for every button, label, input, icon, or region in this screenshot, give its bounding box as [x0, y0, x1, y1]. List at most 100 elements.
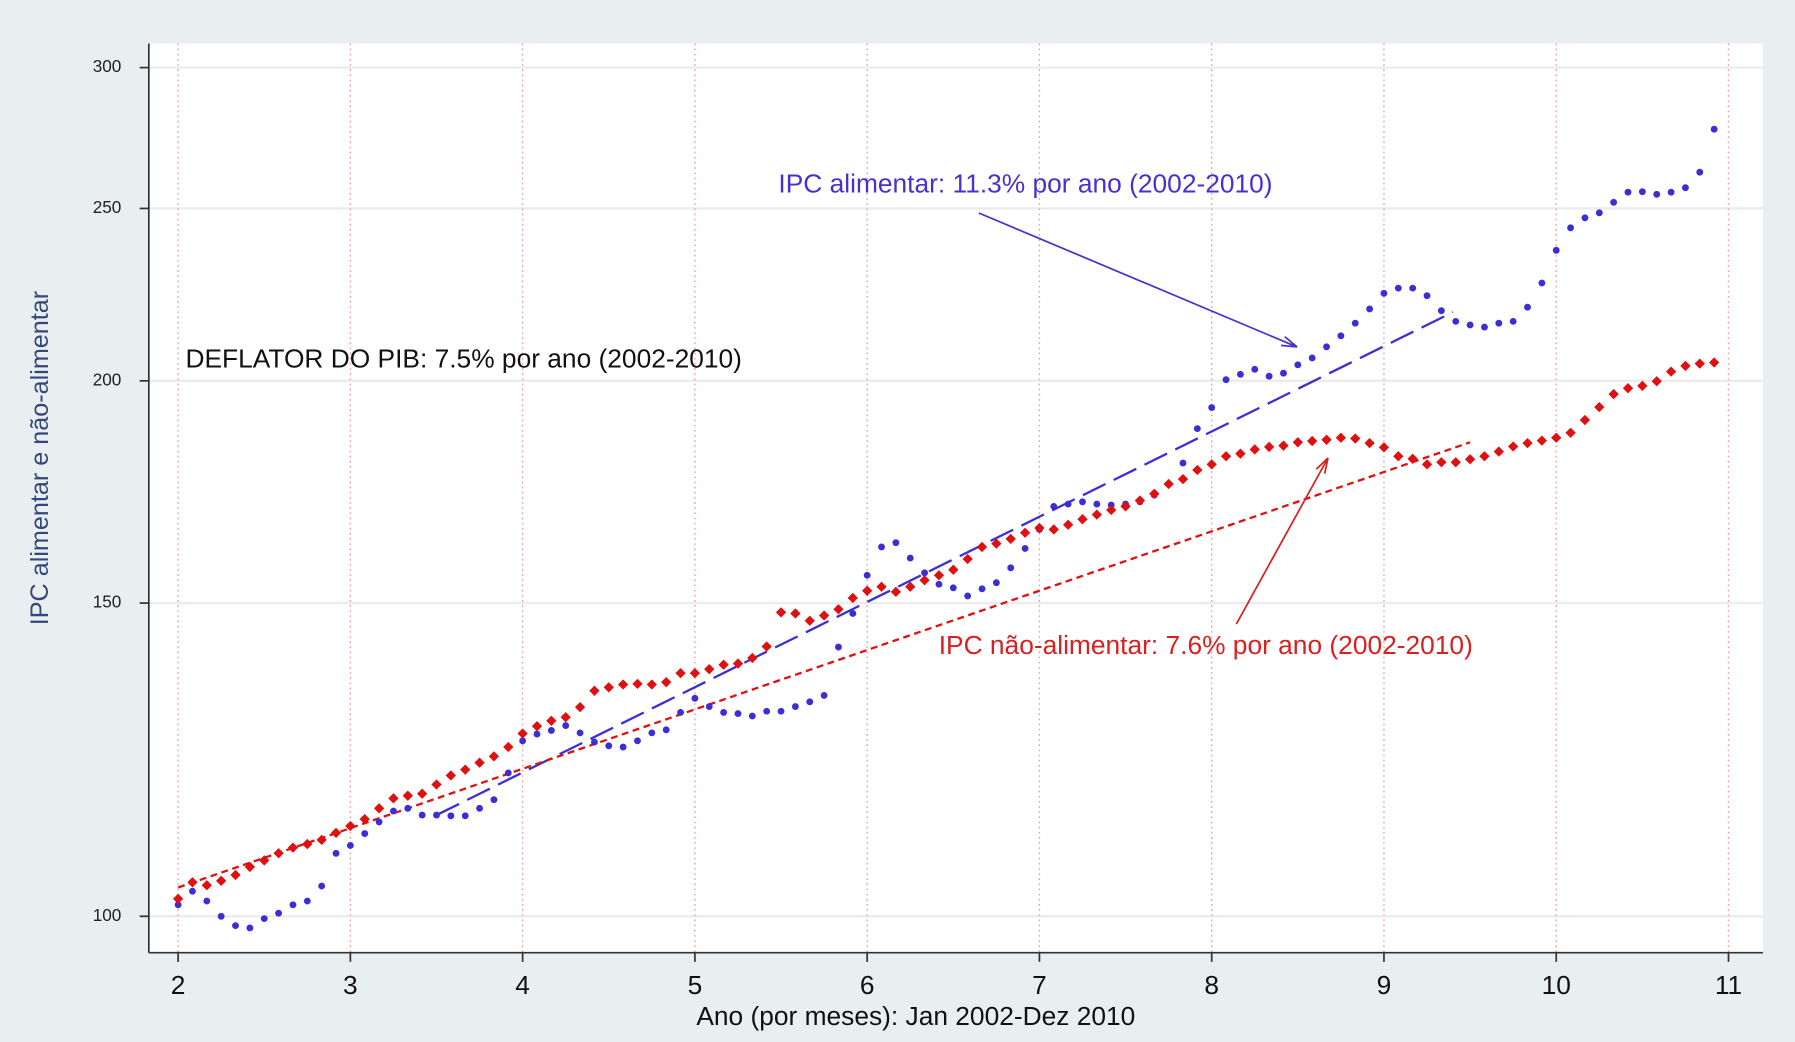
point [1350, 433, 1361, 444]
point [1206, 459, 1217, 470]
point [878, 543, 885, 551]
point [1710, 125, 1718, 133]
point [648, 729, 656, 737]
point [189, 887, 196, 895]
point [1694, 358, 1705, 369]
point [1192, 464, 1203, 476]
point [303, 897, 311, 905]
point [919, 575, 930, 586]
point [747, 652, 758, 664]
point [734, 710, 742, 718]
point [174, 901, 182, 909]
point [1437, 307, 1445, 315]
point [1064, 500, 1072, 508]
point [1680, 360, 1691, 372]
arrow-head [1280, 335, 1298, 348]
point [619, 743, 627, 751]
point [533, 730, 541, 738]
point [390, 807, 397, 815]
trend-line [435, 311, 1454, 817]
point [445, 770, 457, 781]
point [345, 820, 356, 832]
point [1280, 369, 1287, 377]
point [1193, 425, 1201, 433]
point [661, 677, 672, 688]
point [1208, 404, 1216, 411]
point [1608, 388, 1619, 400]
point [476, 804, 484, 812]
y-tick-label: 150 [93, 592, 122, 612]
point [289, 901, 297, 909]
point [461, 812, 469, 820]
point [632, 678, 643, 690]
point [1265, 372, 1273, 380]
point [1021, 544, 1029, 552]
point [1351, 319, 1359, 327]
x-tick-label: 11 [1715, 970, 1742, 1000]
point [976, 541, 988, 553]
point [847, 592, 858, 604]
point [818, 610, 830, 621]
point [418, 811, 426, 819]
point [1651, 376, 1662, 387]
point [718, 659, 729, 670]
point [1120, 501, 1131, 512]
point [546, 715, 557, 726]
x-tick-label: 9 [1377, 970, 1392, 1000]
point [346, 842, 354, 849]
point [1393, 451, 1404, 462]
point [978, 585, 986, 593]
point [1538, 279, 1546, 287]
point [1323, 343, 1330, 351]
point [373, 803, 385, 814]
point [1308, 354, 1316, 362]
point [948, 564, 959, 575]
point [905, 581, 916, 592]
point [634, 737, 641, 745]
point [1567, 224, 1575, 232]
point [761, 641, 772, 652]
point [862, 585, 873, 596]
point [388, 793, 399, 804]
point [1524, 303, 1531, 311]
point [835, 643, 842, 651]
arrow-head [1315, 457, 1329, 474]
point [490, 796, 498, 804]
point [203, 897, 211, 905]
point [402, 790, 413, 801]
x-tick-label: 3 [343, 970, 358, 1000]
annotation: IPC alimentar: 11.3% por ano (2002-2010) [778, 168, 1272, 198]
y-tick-label: 100 [93, 905, 122, 925]
point [1093, 500, 1101, 508]
y-axis-title: IPC alimentar e não-alimentar [26, 291, 54, 625]
point [590, 738, 598, 746]
point [1696, 168, 1704, 176]
point [517, 728, 528, 739]
point [216, 875, 227, 886]
point [1595, 209, 1603, 217]
point [547, 727, 555, 734]
point [404, 804, 412, 812]
point [1509, 317, 1517, 325]
point [804, 615, 815, 626]
point [504, 769, 512, 777]
point [1681, 184, 1689, 192]
point [1610, 198, 1618, 206]
point [232, 922, 239, 930]
point [574, 701, 586, 713]
point [1366, 305, 1374, 313]
point [1638, 188, 1646, 196]
point [1409, 284, 1417, 292]
annotation: IPC não-alimentar: 7.6% por ano (2002-20… [939, 630, 1473, 660]
y-tick-label: 250 [93, 197, 122, 217]
point [1421, 459, 1433, 470]
point [1551, 432, 1562, 443]
plot-area [148, 43, 1763, 953]
point [1508, 441, 1519, 452]
x-tick-label: 8 [1204, 970, 1219, 1000]
point [260, 915, 268, 923]
point [1337, 332, 1345, 340]
point [1292, 437, 1303, 448]
